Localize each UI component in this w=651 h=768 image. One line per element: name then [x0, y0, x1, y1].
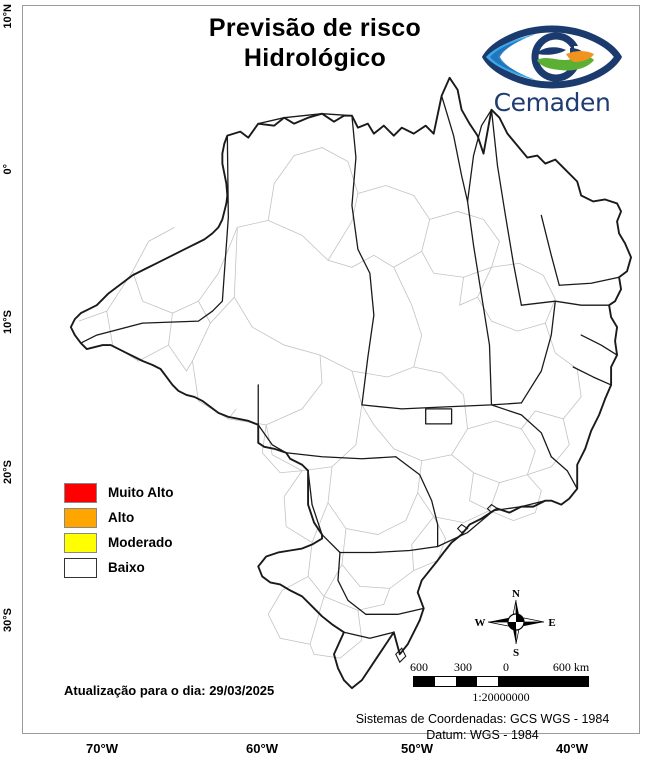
legend-item-alto: Alto — [64, 506, 173, 529]
cemaden-eye-icon — [482, 25, 622, 89]
legend-label-muito-alto: Muito Alto — [108, 485, 174, 500]
logo-wordmark: Cemaden — [493, 88, 611, 117]
legend-item-muito-alto: Muito Alto — [64, 481, 173, 504]
legend-swatch-alto — [64, 507, 97, 528]
title-line-1: Previsão de risco — [208, 14, 422, 42]
coordinate-system-line: Sistemas de Coordenadas: GCS WGS - 1984 — [355, 712, 610, 726]
brazil-outline — [69, 76, 632, 690]
map-canvas — [69, 76, 632, 690]
legend-swatch-moderado — [64, 532, 97, 553]
compass-rose: N S W E — [470, 586, 562, 658]
legend-label-moderado: Moderado — [108, 535, 173, 550]
x-axis-label-60w: 60°W — [246, 741, 278, 756]
x-axis-label-40w: 40°W — [556, 741, 588, 756]
y-axis-label-10s: 10°S — [2, 310, 14, 334]
legend: Muito Alto Alto Moderado Baixo — [64, 481, 173, 581]
scale-label-3: 600 km — [552, 660, 590, 674]
municipal-boundaries — [78, 147, 582, 659]
scale-ratio: 1:20000000 — [472, 690, 530, 704]
legend-label-baixo: Baixo — [108, 560, 145, 575]
x-axis-label-70w: 70°W — [86, 741, 118, 756]
state-boundaries — [80, 95, 620, 639]
coastal-detail — [395, 503, 499, 664]
legend-label-alto: Alto — [108, 510, 135, 525]
map-frame — [22, 5, 640, 734]
scale-bar-graphic — [413, 676, 589, 687]
legend-item-baixo: Baixo — [64, 556, 173, 579]
y-axis-label-0: 0° — [2, 164, 14, 175]
coordinate-system-note: Sistemas de Coordenadas: GCS WGS - 1984 … — [330, 712, 635, 743]
y-axis-label-30s: 30°S — [2, 608, 14, 632]
x-axis-label-50w: 50°W — [401, 741, 433, 756]
title-line-2: Hidrológico — [243, 43, 387, 72]
legend-swatch-baixo — [64, 557, 97, 578]
scale-bar-labels: 600 300 0 600 km — [410, 660, 590, 675]
scale-label-2: 0 — [503, 660, 509, 674]
legend-swatch-muito-alto — [64, 482, 97, 503]
page-title: Previsão de risco Hidrológico — [150, 14, 480, 73]
compass-north-label: N — [512, 588, 520, 600]
compass-south-label: S — [513, 647, 519, 658]
scale-bar: 600 300 0 600 km 1:20000000 — [410, 660, 590, 705]
datum-line: Datum: WGS - 1984 — [426, 727, 539, 742]
y-axis-label-20s: 20°S — [2, 460, 14, 484]
compass-west-label: W — [475, 617, 486, 629]
scale-label-0: 600 — [410, 660, 428, 674]
compass-rose-icon: N S W E — [475, 588, 556, 658]
legend-item-moderado: Moderado — [64, 531, 173, 554]
cemaden-logo: Cemaden — [482, 24, 622, 124]
y-axis-label-10n: 10°N — [2, 4, 14, 29]
scale-label-1: 300 — [454, 660, 472, 674]
compass-east-label: E — [548, 617, 555, 629]
update-date-text: Atualização para o dia: 29/03/2025 — [64, 683, 275, 698]
